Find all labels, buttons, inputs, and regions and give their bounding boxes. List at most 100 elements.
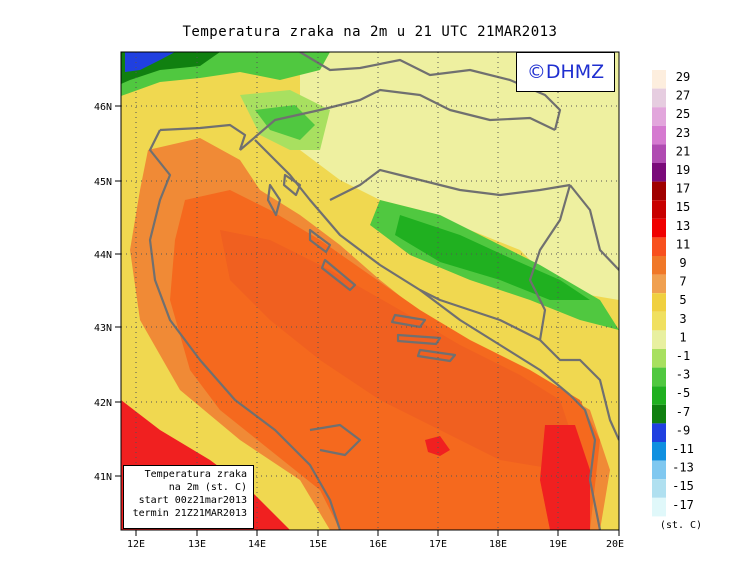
- hot-spot-small: [425, 436, 450, 456]
- colorbar-label: -11: [672, 442, 694, 456]
- adriatic-sea-core: [220, 230, 570, 470]
- colorbar-label: 27: [676, 89, 690, 103]
- lon-label: 18E: [489, 539, 507, 550]
- colorbar-swatch: [652, 442, 666, 461]
- colorbar-label: 29: [676, 70, 690, 84]
- graticule: [121, 52, 619, 530]
- colorbar-label: -15: [672, 479, 694, 493]
- island-brac: [390, 313, 427, 329]
- lat-label: 44N: [94, 250, 112, 261]
- lat-label: 46N: [94, 102, 112, 113]
- lat-label: 45N: [94, 177, 112, 188]
- lon-label: 19E: [549, 539, 567, 550]
- colorbar-label: -17: [672, 498, 694, 512]
- colorbar: 29 27 25 23 21 19 17 15 13 11 9 7 5 3 1 -1 -3 -5 -7 -9 -11 -1…: [652, 70, 694, 517]
- colorbar-label: 13: [676, 219, 690, 233]
- bosnia-serbia-border: [528, 184, 572, 341]
- lat-label: 41N: [94, 472, 112, 483]
- colorbar-swatch: [652, 256, 666, 275]
- croatia-coast: [254, 139, 571, 396]
- colorbar-swatch: [652, 349, 666, 368]
- colorbar-label: 9: [679, 256, 686, 270]
- lat-labels: 46N 45N 44N 43N 42N 41N: [94, 102, 112, 483]
- colorbar-swatch: [652, 386, 666, 405]
- colorbar-swatch: [652, 163, 666, 182]
- colorbar-swatch: [652, 497, 666, 517]
- colorbar-label: -13: [672, 461, 694, 475]
- lon-label: 20E: [606, 539, 624, 550]
- dhmz-copyright: ©DHMZ: [516, 52, 615, 92]
- colorbar-label: -5: [676, 386, 690, 400]
- italy-east-coast: [148, 129, 342, 530]
- colorbar-swatch: [652, 460, 666, 480]
- island-krk: [282, 173, 302, 197]
- colorbar-swatch: [652, 70, 666, 89]
- north-border: [299, 52, 562, 131]
- colorbar-label: 5: [679, 293, 686, 307]
- lon-label: 13E: [188, 539, 206, 550]
- island-dugi: [320, 258, 357, 292]
- colorbar-label: 25: [676, 107, 690, 121]
- coastlines-borders: [148, 52, 619, 530]
- colorbar-swatch: [652, 125, 666, 145]
- colorbar-swatch: [652, 181, 666, 201]
- colorbar-swatch: [652, 107, 666, 126]
- colorbar-swatch: [652, 367, 666, 387]
- colorbar-label: -1: [676, 349, 690, 363]
- island-korcula: [416, 348, 457, 363]
- colorbar-swatch: [652, 237, 666, 256]
- lat-label: 42N: [94, 398, 112, 409]
- colorbar-swatch: [652, 274, 666, 294]
- lon-labels: 12E 13E 14E 15E 16E 17E 18E 19E 20E: [127, 539, 624, 550]
- lon-label: 12E: [127, 539, 145, 550]
- colorbar-swatch: [652, 218, 666, 238]
- plot-frame: [120, 51, 620, 531]
- colorbar-label: -7: [676, 405, 690, 419]
- serbia-east-border: [569, 184, 619, 271]
- colorbar-label: -3: [676, 368, 690, 382]
- colorbar-swatch: [652, 404, 666, 424]
- colorbar-label: 23: [676, 126, 690, 140]
- colorbar-swatch: [652, 311, 666, 331]
- lon-label: 14E: [248, 539, 266, 550]
- colorbar-label: 3: [679, 312, 686, 326]
- colorbar-swatch: [652, 293, 666, 312]
- legend-line: Temperatura zraka: [144, 469, 247, 480]
- slovenia-croatia-border: [239, 88, 556, 151]
- albania-border: [539, 339, 619, 441]
- alps-coldest-zone: [125, 52, 175, 72]
- colorbar-swatch: [652, 330, 666, 349]
- tick-marks: [115, 105, 620, 536]
- colorbar-label: 15: [676, 200, 690, 214]
- temperature-field: [121, 52, 619, 530]
- gargano: [309, 423, 362, 457]
- land-cool-region: [300, 52, 619, 300]
- colorbar-swatch: [652, 88, 666, 108]
- legend-line: termin 21Z21MAR2013: [132, 508, 247, 519]
- italy-north-coast: [159, 123, 247, 151]
- colorbar-swatch: [652, 144, 666, 163]
- legend-line: start 00z21mar2013: [138, 495, 247, 506]
- hot-spot-albania: [540, 425, 590, 530]
- lon-label: 16E: [369, 539, 387, 550]
- colorbar-label: 17: [676, 182, 690, 196]
- lat-label: 43N: [94, 323, 112, 334]
- colorbar-swatch: [652, 423, 666, 442]
- colorbar-unit: (st. C): [660, 520, 702, 531]
- island-cres: [266, 183, 282, 217]
- colorbar-label: 7: [679, 275, 686, 289]
- colorbar-label: 21: [676, 144, 690, 158]
- croatia-bosnia-border: [329, 168, 571, 201]
- info-legend-box: Temperatura zraka na 2m (st. C) start 00…: [123, 465, 254, 529]
- colorbar-label: 11: [676, 237, 690, 251]
- colorbar-label: 1: [679, 330, 686, 344]
- bosnia-south-border: [419, 289, 541, 341]
- lon-label: 15E: [309, 539, 327, 550]
- dinaric-colder-belt: [395, 215, 590, 300]
- island-pag: [308, 228, 332, 254]
- montenegro-albania-coast: [569, 394, 602, 530]
- legend-line: na 2m (st. C): [168, 482, 247, 493]
- island-hvar: [396, 333, 442, 346]
- colorbar-label: -9: [676, 423, 690, 437]
